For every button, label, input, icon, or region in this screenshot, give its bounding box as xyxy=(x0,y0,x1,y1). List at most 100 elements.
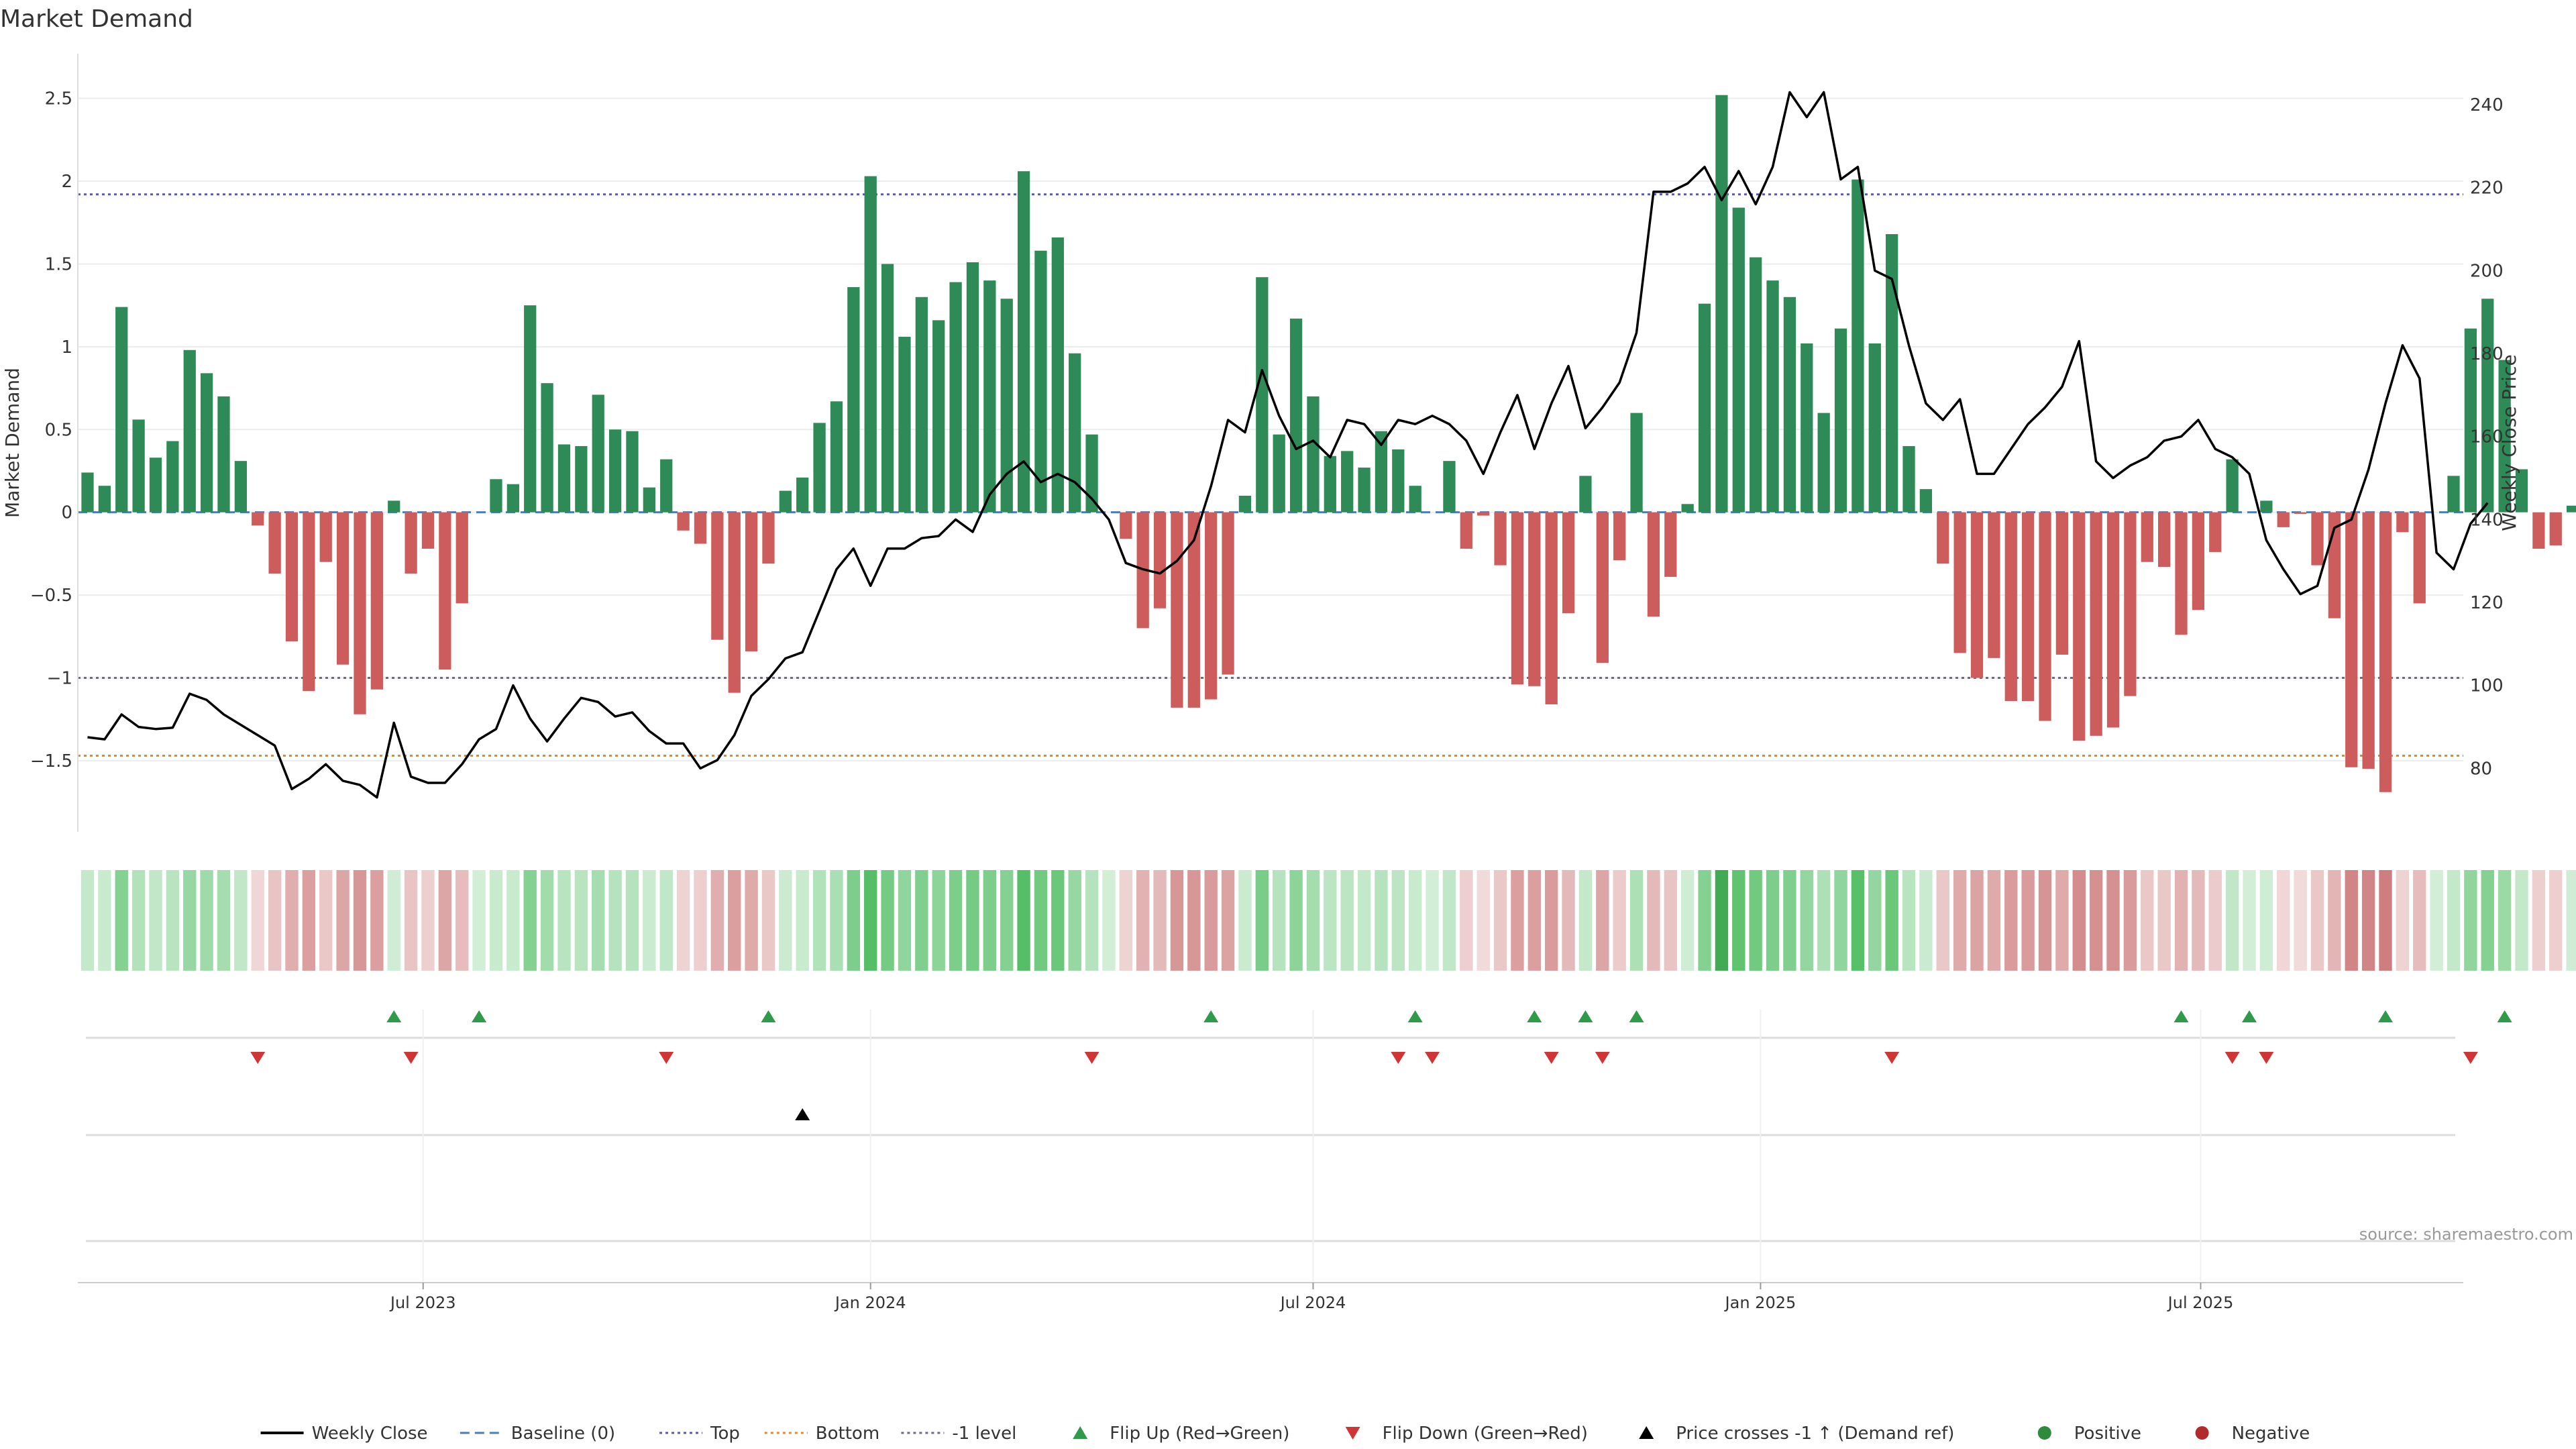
strip-cell xyxy=(1936,870,1949,971)
demand-bar xyxy=(2124,512,2137,696)
right-tick-label: 120 xyxy=(2470,593,2504,613)
demand-bar xyxy=(1613,512,1626,561)
demand-bar xyxy=(2566,505,2576,513)
strip-cell xyxy=(1562,870,1575,971)
left-tick-label: 0.5 xyxy=(45,420,72,440)
strip-cell xyxy=(1119,870,1133,971)
legend: Weekly Close Baseline (0) Top Bottom -1 leve… xyxy=(260,1424,2310,1444)
demand-bar xyxy=(421,512,435,549)
strip-cell xyxy=(2141,870,2154,971)
demand-bar xyxy=(881,264,894,513)
strip-cell xyxy=(2174,870,2188,971)
demand-bar xyxy=(1630,413,1643,513)
strip-cell xyxy=(251,870,264,971)
strip-cell xyxy=(1221,870,1235,971)
demand-bar xyxy=(864,176,877,513)
weekly-close-line-group xyxy=(87,91,2489,799)
demand-bar xyxy=(813,423,826,513)
strip-cell xyxy=(1919,870,1933,971)
demand-bar xyxy=(796,477,809,513)
strip-cell xyxy=(1102,870,1116,971)
demand-bars xyxy=(81,95,2576,792)
strip-cell xyxy=(131,870,146,971)
strip-cell xyxy=(80,870,95,971)
strip-cell xyxy=(1493,870,1507,971)
strip-cell xyxy=(2225,870,2239,971)
strip-cell xyxy=(1391,870,1405,971)
weekly-close-line xyxy=(87,91,2489,799)
demand-bar xyxy=(1375,431,1388,513)
strip-cell xyxy=(2447,870,2461,971)
flip-down-marker xyxy=(403,1052,419,1064)
demand-bar xyxy=(608,429,622,513)
strip-cell xyxy=(1664,870,1677,971)
flip-up-marker xyxy=(386,1010,402,1022)
demand-bar xyxy=(2192,512,2205,610)
strip-cell xyxy=(2464,870,2477,971)
signal-tracks xyxy=(86,1010,2512,1281)
demand-bar xyxy=(1069,353,1081,513)
left-tick-label: 2 xyxy=(61,172,72,192)
legend-label: Flip Down (Green→Red) xyxy=(1383,1424,1588,1444)
strip-cell xyxy=(302,870,316,971)
demand-bar xyxy=(2362,512,2375,769)
strip-cell xyxy=(1578,870,1593,971)
strip-cell xyxy=(1289,870,1303,971)
demand-bar xyxy=(285,512,299,642)
demand-bar xyxy=(268,512,281,574)
strip-cell xyxy=(796,870,809,971)
legend-item: Negative xyxy=(2195,1424,2310,1444)
demand-bar xyxy=(1868,343,1881,513)
strip-cell xyxy=(1511,870,1524,971)
demand-bar xyxy=(2073,512,2086,741)
strip-cell xyxy=(217,870,231,971)
demand-bar xyxy=(2447,476,2460,513)
flip-up-marker xyxy=(2497,1010,2512,1022)
flip-down-marker xyxy=(1595,1052,1610,1064)
demand-bar xyxy=(1732,207,1745,513)
demand-bar xyxy=(1528,512,1541,686)
strip-cell xyxy=(472,870,486,971)
demand-bar xyxy=(2090,512,2102,736)
flip-down-marker xyxy=(1084,1052,1099,1064)
demand-bar xyxy=(1953,512,1966,653)
strip-cell xyxy=(1017,870,1030,971)
flip-down-marker xyxy=(2224,1052,2240,1064)
x-tick-label: Jan 2024 xyxy=(834,1293,906,1312)
demand-bar xyxy=(2055,512,2069,655)
demand-bar xyxy=(506,484,519,513)
demand-bar xyxy=(1801,343,1813,513)
left-tick-label: −1.5 xyxy=(30,751,72,771)
strip-cell xyxy=(1817,870,1831,971)
flip-up-marker xyxy=(1407,1010,1423,1022)
demand-bar xyxy=(2549,512,2562,546)
demand-bar xyxy=(1289,318,1303,513)
strip-cell xyxy=(1442,870,1456,971)
legend-label: Bottom xyxy=(816,1424,879,1444)
legend-label: Price crosses -1 ↑ (Demand ref) xyxy=(1676,1424,1954,1444)
demand-bar xyxy=(898,337,911,513)
strip-cell xyxy=(1068,870,1081,971)
strip-cell xyxy=(1273,870,1286,971)
strip-cell xyxy=(1749,870,1762,971)
demand-bar xyxy=(1988,512,2000,658)
strip-cell xyxy=(608,870,622,971)
strip-cell xyxy=(2055,870,2069,971)
strip-cell xyxy=(557,870,571,971)
flip-up-marker xyxy=(761,1010,776,1022)
strip-cell xyxy=(2192,870,2205,971)
demand-bar xyxy=(98,486,111,513)
demand-bar xyxy=(575,445,588,513)
flip-up-marker xyxy=(1629,1010,1644,1022)
legend-label: Flip Up (Red→Green) xyxy=(1110,1424,1289,1444)
reference-lines xyxy=(78,193,2463,757)
left-tick-label: 1 xyxy=(61,337,72,358)
strip-cell xyxy=(1238,870,1252,971)
strip-cell xyxy=(625,870,639,971)
strip-cell xyxy=(1340,870,1354,971)
strip-cell xyxy=(2259,870,2273,971)
strip-cell xyxy=(2413,870,2426,971)
strip-cell xyxy=(336,870,350,971)
flip-down-marker xyxy=(1544,1052,1559,1064)
strip-cell xyxy=(2345,870,2358,971)
